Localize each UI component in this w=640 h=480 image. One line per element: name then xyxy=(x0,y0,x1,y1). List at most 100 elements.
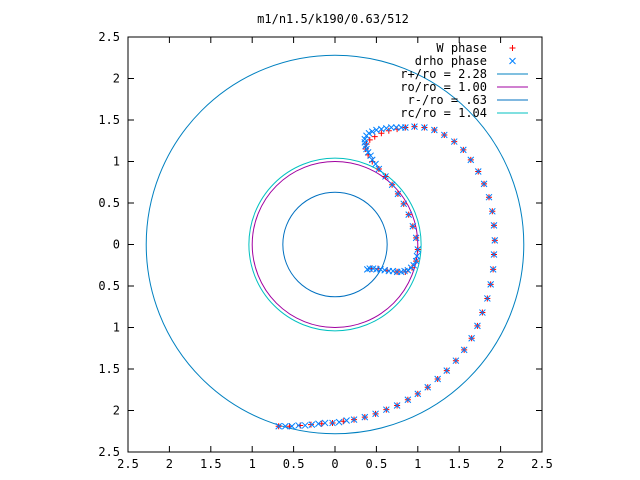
circle-r-1.04 xyxy=(248,157,422,332)
y-tick-label: 0.5 xyxy=(98,196,120,210)
drho-phase-point xyxy=(491,236,499,244)
y-tick-label: 2.5 xyxy=(98,445,120,459)
legend-label: ro/ro = 1.00 xyxy=(400,80,487,94)
axis-ticks: 2.5 2 1.5 1 0.5 0 0.5 1 1.5 2 2.52.521.510.500.511… xyxy=(98,30,553,471)
legend-label: r-/ro = .63 xyxy=(408,93,487,107)
drho-phase-point xyxy=(474,168,482,175)
drho-phase-point xyxy=(490,251,498,258)
drho-phase-point xyxy=(414,246,422,253)
x-tick-label: 2 xyxy=(166,457,173,471)
drho-phase-point xyxy=(363,132,370,140)
drho-phase-point xyxy=(409,222,417,230)
x-tick-label: 1.5 xyxy=(200,457,222,471)
drho-phase-point xyxy=(367,152,374,160)
drho-phase-point xyxy=(485,193,493,201)
circle-series xyxy=(145,54,525,435)
drho-phase-point xyxy=(404,396,412,404)
w-phase-point xyxy=(378,130,385,137)
legend-label: drho phase xyxy=(415,54,487,68)
x-tick-label: 0.5 xyxy=(283,457,305,471)
drho-phase-point xyxy=(361,413,369,421)
drho-phase-point xyxy=(483,295,491,302)
drho-phase-point xyxy=(335,418,343,426)
drho-phase-point xyxy=(368,128,376,135)
drho-phase-point xyxy=(315,420,322,428)
y-tick-label: 2.5 xyxy=(98,30,120,44)
y-tick-label: 1.5 xyxy=(98,113,120,127)
drho-phase-point xyxy=(372,160,379,168)
x-tick-label: 0.5 xyxy=(366,457,388,471)
drho-phase-point xyxy=(394,190,402,198)
drho-phase-point xyxy=(288,422,296,430)
drho-phase-point xyxy=(443,367,451,375)
w-phase-point xyxy=(362,146,369,153)
drho-phase-point xyxy=(450,138,458,145)
circle-r-0.63 xyxy=(282,191,388,298)
drho-phase-point xyxy=(382,173,389,180)
drho-phase-point xyxy=(468,334,475,342)
drho-phase-point xyxy=(373,126,380,134)
drho-phase-point xyxy=(397,124,405,131)
y-tick-label: 0.5 xyxy=(98,279,120,293)
drho-phase-point xyxy=(460,346,468,354)
drho-phase-point xyxy=(388,181,396,189)
y-tick-label: 2 xyxy=(113,404,120,418)
x-tick-label: 1 xyxy=(249,457,256,471)
drho-phase-point xyxy=(421,124,428,131)
y-tick-label: 1.5 xyxy=(98,362,120,376)
drho-phase-point xyxy=(368,156,376,164)
drho-phase-point xyxy=(424,383,432,391)
drho-phase-point xyxy=(281,422,289,430)
x-tick-label: 1.5 xyxy=(448,457,470,471)
drho-phase-point xyxy=(412,234,420,242)
drho-phase-point xyxy=(467,156,475,164)
legend-label: W phase xyxy=(436,41,487,55)
w-phase-point xyxy=(307,421,314,428)
drho-phase-point xyxy=(275,422,283,430)
legend-label: r+/ro = 2.28 xyxy=(400,67,487,81)
drho-phase-point xyxy=(295,422,302,429)
x-tick-label: 1 xyxy=(414,457,421,471)
drho-phase-point xyxy=(343,417,350,424)
drho-phase-point xyxy=(363,266,371,273)
drho-phase-point xyxy=(459,146,467,154)
drho-phase-point xyxy=(434,375,442,383)
legend-marker xyxy=(509,57,516,65)
drho-phase-point xyxy=(392,124,400,131)
drho-phase-point xyxy=(372,410,379,418)
drho-phase-point xyxy=(480,180,488,188)
x-tick-label: 2.5 xyxy=(117,457,139,471)
circle-r-1 xyxy=(251,161,419,328)
drho-phase-point xyxy=(364,149,372,156)
drho-phase-point xyxy=(412,257,420,265)
drho-phase-point xyxy=(308,421,316,428)
legend-label: rc/ro = 1.04 xyxy=(400,106,487,120)
drho-phase-point xyxy=(474,322,481,330)
x-tick-label: 2 xyxy=(497,457,504,471)
drho-phase-point xyxy=(452,357,460,365)
x-tick-label: 0 xyxy=(331,457,338,471)
drho-phase-point xyxy=(382,406,390,414)
y-tick-label: 2 xyxy=(113,72,120,86)
circle-r-2.28 xyxy=(145,54,525,435)
drho-phase-point xyxy=(407,264,415,272)
drho-phase-point xyxy=(431,126,438,134)
drho-phase-point xyxy=(479,309,486,316)
drho-phase-point xyxy=(489,266,497,273)
legend-marker xyxy=(509,45,516,51)
drho-phase-point xyxy=(405,211,413,218)
drho-phase-point xyxy=(414,390,422,398)
y-tick-label: 1 xyxy=(113,155,120,169)
drho-phase-point xyxy=(487,280,495,288)
chart-title: m1/n1.5/k190/0.63/512 xyxy=(257,12,409,26)
drho-phase-point xyxy=(400,200,408,208)
drho-phase-point xyxy=(393,402,401,409)
drho-phase-point xyxy=(488,207,496,215)
drho-phase-point xyxy=(301,422,309,429)
drho-phase-point xyxy=(411,123,418,130)
drho-phase-point xyxy=(375,165,383,173)
drho-phase-point xyxy=(329,419,336,427)
y-tick-label: 1 xyxy=(113,321,120,335)
